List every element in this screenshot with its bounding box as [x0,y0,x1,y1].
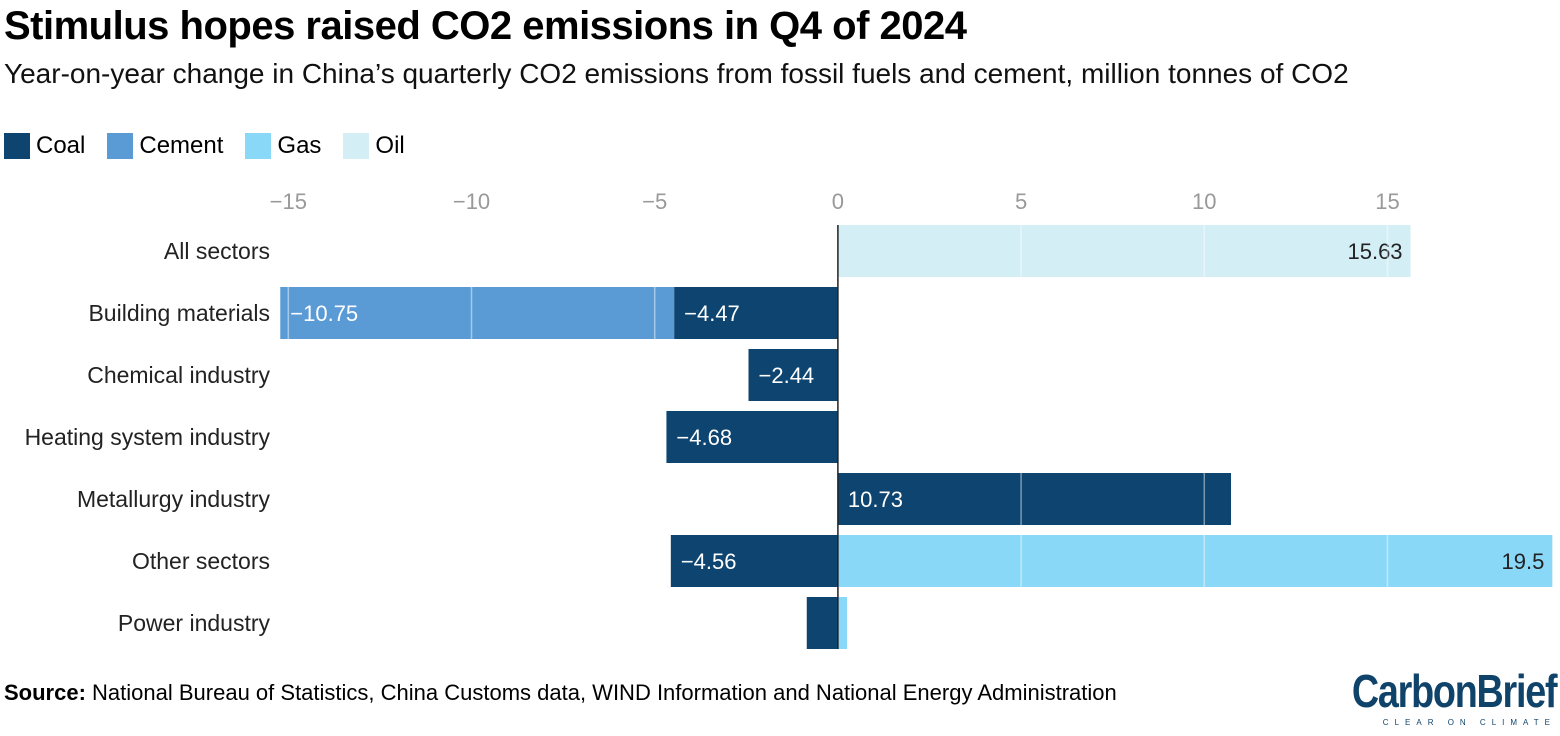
logo-wordmark: CarbonBrief [1351,665,1558,717]
category-label: Power industry [118,610,271,636]
bar-coal [670,535,838,587]
bar-gas [837,535,1553,587]
category-label: Other sectors [132,548,270,574]
category-label: Building materials [88,300,270,326]
bar-gas [837,597,848,649]
chart-subtitle: Year-on-year change in China’s quarterly… [4,58,1349,89]
data-label-coal: −4.56 [681,549,737,574]
bar-chart: −15 −10 −5 0 5 10 15 All sectors 15.63 Building m… [25,189,1553,649]
legend-label-oil: Oil [375,132,405,159]
bar-coal [674,287,838,339]
bar-oil [837,225,1411,277]
legend-swatch-cement [107,133,134,159]
data-label-gas: 19.5 [1502,549,1545,574]
category-label: All sectors [164,238,270,264]
x-tick-label: 15 [1375,189,1399,214]
legend-swatch-coal [4,133,30,159]
x-tick-label: 10 [1192,189,1216,214]
category-label: Chemical industry [87,362,270,388]
legend-swatch-oil [343,133,370,159]
x-tick-label: −5 [642,189,667,214]
category-label: Metallurgy industry [77,486,271,512]
source-note: Source: National Bureau of Statistics, C… [4,680,1117,706]
bar-coal [748,349,838,401]
data-label-coal: −4.68 [676,425,732,450]
data-label-oil: 15.63 [1347,239,1402,264]
legend-label-coal: Coal [36,132,86,159]
legend-item-coal: Coal [4,132,85,160]
legend-label-cement: Cement [139,132,224,159]
bar-coal [666,411,838,463]
legend-item-gas: Gas [245,132,321,160]
bar-coal [806,597,838,649]
legend-item-cement: Cement [107,132,223,160]
legend-item-oil: Oil [343,132,405,160]
legend-label-gas: Gas [277,132,322,159]
bar-coal [837,473,1232,525]
legend: Coal Cement Gas Oil [4,132,405,160]
x-tick-label: −15 [270,189,307,214]
x-tick-label: −10 [453,189,490,214]
legend-swatch-gas [245,133,272,159]
logo-tagline: CLEAR ON CLIMATE [1382,718,1556,727]
data-label-coal: 10.73 [848,487,903,512]
data-label-coal: −2.44 [759,363,815,388]
category-label: Heating system industry [25,424,271,450]
x-tick-label: 5 [1015,189,1027,214]
data-label-coal: −4.47 [684,301,740,326]
data-label-cement: −10.75 [290,301,358,326]
carbonbrief-logo: CarbonBrief CLEAR ON CLIMATE [1307,665,1558,727]
source-text: National Bureau of Statistics, China Cus… [92,680,1117,705]
x-tick-label: 0 [832,189,844,214]
chart-title: Stimulus hopes raised CO2 emissions in Q… [4,4,967,48]
source-label: Source: [4,680,86,705]
bar-cement [280,287,675,339]
